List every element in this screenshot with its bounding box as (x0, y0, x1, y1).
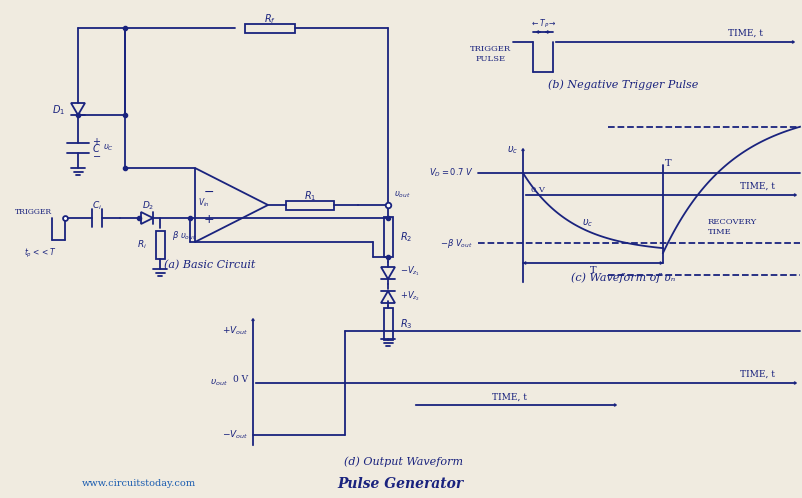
Text: $D_1$: $D_1$ (52, 103, 65, 117)
Text: TIME, t: TIME, t (740, 370, 776, 378)
Text: T: T (665, 158, 671, 167)
Bar (286, 201, 334, 210)
Text: (d) Output Waveform: (d) Output Waveform (343, 457, 463, 467)
Bar (383, 217, 392, 257)
Text: RECOVERY
TIME: RECOVERY TIME (708, 219, 757, 236)
Text: $- V_{out}$: $- V_{out}$ (221, 429, 248, 441)
Text: Pulse Generator: Pulse Generator (337, 477, 463, 491)
Text: $-V_{z_1}$: $-V_{z_1}$ (400, 264, 420, 278)
Text: TIME, t: TIME, t (740, 181, 776, 191)
Text: $R_i$: $R_i$ (137, 239, 147, 251)
Text: TIME, t: TIME, t (727, 28, 763, 37)
Text: T: T (589, 265, 597, 274)
Text: $+$: $+$ (204, 213, 215, 226)
Text: $V_D = 0.7\ V$: $V_D = 0.7\ V$ (428, 167, 473, 179)
Text: $\beta\ \upsilon_{out}$: $\beta\ \upsilon_{out}$ (172, 229, 196, 242)
Bar (245, 23, 295, 32)
Text: $t_p << T$: $t_p << T$ (24, 247, 56, 259)
Text: $\upsilon_{out}$: $\upsilon_{out}$ (210, 378, 228, 388)
Text: $\upsilon_c$: $\upsilon_c$ (507, 144, 518, 156)
Text: $R_f$: $R_f$ (264, 12, 276, 26)
Text: $C$: $C$ (92, 142, 101, 154)
Text: TRIGGER
PULSE: TRIGGER PULSE (471, 45, 512, 63)
Text: $R_3$: $R_3$ (400, 317, 412, 331)
Text: (b) Negative Trigger Pulse: (b) Negative Trigger Pulse (548, 80, 699, 90)
Text: TIME, t: TIME, t (492, 392, 528, 401)
Bar (383, 308, 392, 340)
Text: $V_{in}$: $V_{in}$ (198, 197, 210, 209)
Text: $-\beta\ V_{out}$: $-\beta\ V_{out}$ (440, 237, 473, 249)
Text: $R_2$: $R_2$ (400, 230, 412, 244)
Text: $\upsilon_{out}$: $\upsilon_{out}$ (394, 190, 411, 200)
Text: TRIGGER: TRIGGER (15, 208, 52, 216)
Text: $-$: $-$ (92, 150, 101, 159)
Text: $+V_{z_2}$: $+V_{z_2}$ (400, 289, 420, 303)
Text: (c) Waveform of υₙ: (c) Waveform of υₙ (571, 273, 675, 283)
Text: $\upsilon_C$: $\upsilon_C$ (103, 143, 114, 153)
Text: 0 V: 0 V (531, 186, 545, 194)
Text: www.circuitstoday.com: www.circuitstoday.com (82, 480, 196, 489)
Text: 0 V: 0 V (233, 374, 248, 383)
Text: $\leftarrow T_P\rightarrow$: $\leftarrow T_P\rightarrow$ (529, 18, 557, 30)
Text: $+$: $+$ (92, 135, 101, 146)
Text: $\upsilon_c$: $\upsilon_c$ (582, 217, 593, 229)
Bar (156, 231, 164, 259)
Text: $R_1$: $R_1$ (304, 189, 316, 203)
Text: $D_2$: $D_2$ (142, 200, 154, 212)
Text: $-$: $-$ (204, 184, 215, 198)
Text: (a) Basic Circuit: (a) Basic Circuit (164, 260, 256, 270)
Text: $+ V_{out}$: $+ V_{out}$ (221, 325, 248, 337)
Text: $C_i$: $C_i$ (92, 200, 102, 212)
